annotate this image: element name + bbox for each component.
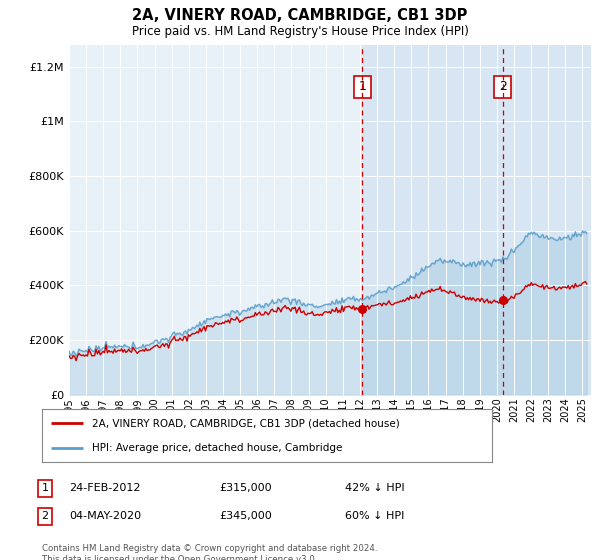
Text: 1: 1 xyxy=(358,80,366,94)
Text: 04-MAY-2020: 04-MAY-2020 xyxy=(69,511,141,521)
Text: 2A, VINERY ROAD, CAMBRIDGE, CB1 3DP (detached house): 2A, VINERY ROAD, CAMBRIDGE, CB1 3DP (det… xyxy=(92,418,399,428)
Text: 1: 1 xyxy=(41,483,49,493)
Text: 2: 2 xyxy=(41,511,49,521)
Bar xyxy=(362,45,591,395)
Text: 42% ↓ HPI: 42% ↓ HPI xyxy=(345,483,404,493)
Text: £315,000: £315,000 xyxy=(219,483,272,493)
Text: Price paid vs. HM Land Registry's House Price Index (HPI): Price paid vs. HM Land Registry's House … xyxy=(131,25,469,38)
Text: 60% ↓ HPI: 60% ↓ HPI xyxy=(345,511,404,521)
Text: 2: 2 xyxy=(499,80,506,94)
Text: 24-FEB-2012: 24-FEB-2012 xyxy=(69,483,140,493)
Text: £345,000: £345,000 xyxy=(219,511,272,521)
Text: HPI: Average price, detached house, Cambridge: HPI: Average price, detached house, Camb… xyxy=(92,442,342,452)
Text: Contains HM Land Registry data © Crown copyright and database right 2024.
This d: Contains HM Land Registry data © Crown c… xyxy=(42,544,377,560)
Text: 2A, VINERY ROAD, CAMBRIDGE, CB1 3DP: 2A, VINERY ROAD, CAMBRIDGE, CB1 3DP xyxy=(133,8,467,24)
